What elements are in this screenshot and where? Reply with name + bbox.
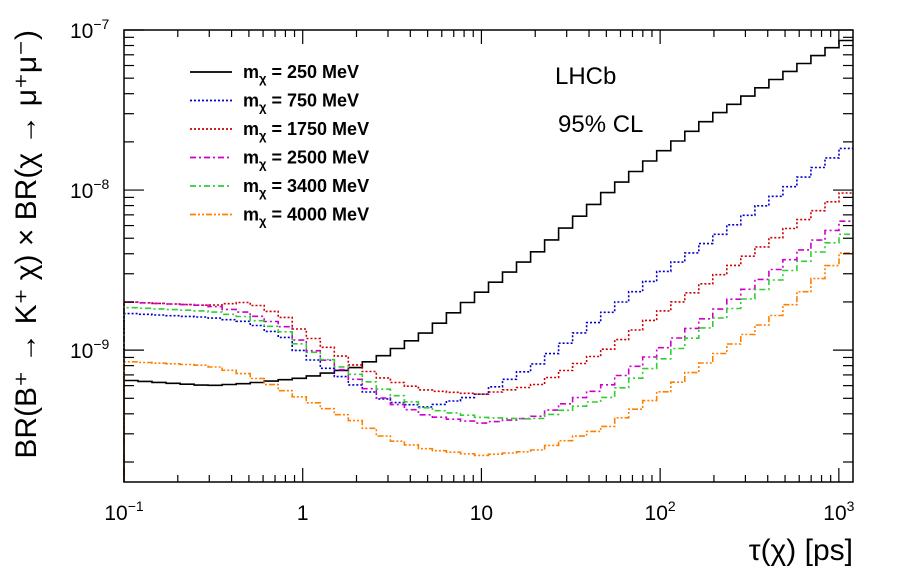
- x-tick-label-1: 1: [297, 502, 309, 525]
- series-line-0: [123, 39, 853, 482]
- y-axis-title: BR(B⁺ → K⁺ χ) × BR(χ → μ⁺μ⁻): [10, 30, 43, 459]
- legend-label-4: mχ = 3400 MeV: [243, 176, 369, 200]
- x-tick-label-4: 103: [823, 498, 854, 525]
- y-tick-label-0: 10−9: [70, 336, 110, 363]
- x-tick-label-0: 10−1: [104, 498, 144, 525]
- series-line-5: [123, 252, 853, 482]
- series-layer: [123, 39, 853, 482]
- tick-labels: 10−1 1 10 102 103 10−9 10−8 10−7: [70, 16, 855, 525]
- x-tick-label-2: 10: [470, 502, 493, 525]
- y-tick-label-1: 10−8: [70, 176, 110, 203]
- legend: mχ = 250 MeV mχ = 750 MeV mχ = 1750 MeV mχ …: [190, 62, 369, 229]
- axis-ticks: [123, 29, 853, 482]
- plot-frame: [123, 29, 854, 483]
- y-tick-label-2: 10−7: [70, 16, 110, 43]
- x-tick-label-3: 102: [645, 498, 676, 525]
- experiment-label: LHCb: [555, 63, 616, 90]
- confidence-level-label: 95% CL: [558, 111, 643, 138]
- x-axis-title: τ(χ) [ps]: [749, 534, 853, 567]
- legend-label-1: mχ = 750 MeV: [243, 91, 359, 115]
- series-line-1: [123, 147, 853, 482]
- series-line-4: [123, 233, 853, 482]
- legend-label-5: mχ = 4000 MeV: [243, 205, 369, 229]
- series-line-2: [123, 192, 853, 482]
- legend-label-3: mχ = 2500 MeV: [243, 148, 369, 172]
- series-line-3: [123, 220, 853, 482]
- legend-label-0: mχ = 250 MeV: [243, 62, 359, 86]
- legend-label-2: mχ = 1750 MeV: [243, 119, 369, 143]
